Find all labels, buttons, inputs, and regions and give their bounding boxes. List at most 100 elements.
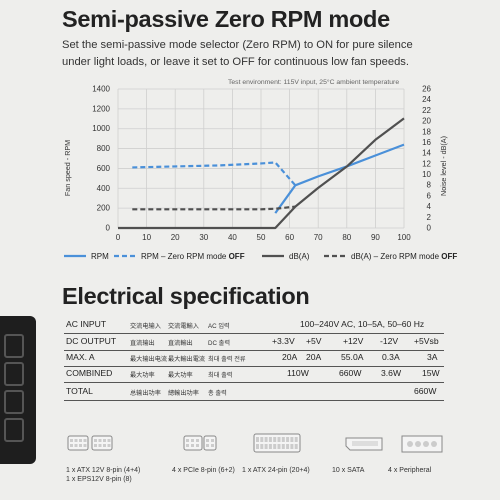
y2-tick-label: 26 [422, 85, 431, 94]
series-line [132, 161, 297, 187]
spec-label-zh-hant: 總輸出功率 [168, 390, 199, 397]
legend-item: RPM – Zero RPM mode OFF [141, 252, 245, 261]
spec-row-divider [64, 333, 444, 334]
x-tick-label: 40 [228, 233, 237, 242]
spec-label-zh-hant: 最大輸出電流 [168, 356, 206, 363]
spec-value: 3A [427, 352, 438, 362]
chart-series [118, 117, 405, 230]
spec-label-zh-hans: 交流电输入 [130, 323, 161, 330]
series-line [274, 143, 405, 214]
series-line [118, 117, 405, 230]
connector-label: 10 x SATA [332, 467, 365, 474]
x-tick-label: 80 [342, 233, 351, 242]
y-tick-label: 200 [97, 204, 111, 213]
x-tick-label: 50 [257, 233, 266, 242]
spec-value: 100–240V AC, 10–5A, 50–60 Hz [300, 319, 425, 329]
spec-row-divider [64, 350, 444, 351]
y-axis-ticks: 0 200 400 600 800 1000 1200 1400 [92, 85, 110, 233]
x-tick-label: 0 [116, 233, 121, 242]
y2-tick-label: 6 [427, 191, 432, 200]
spec-row-label: COMBINED [66, 368, 113, 378]
fan-noise-chart: Test environment: 115V input, 25°C ambie… [63, 78, 457, 261]
spec-value: 110W [287, 368, 309, 378]
y2-tick-label: 2 [427, 213, 432, 222]
legend-item: dB(A) – Zero RPM mode OFF [351, 252, 457, 261]
mode-description: Set the semi-passive mode selector (Zero… [62, 39, 413, 68]
y2-tick-label: 8 [427, 181, 432, 190]
y-tick-label: 1200 [92, 104, 110, 113]
x-tick-label: 90 [371, 233, 380, 242]
spec-value: +12V [343, 336, 364, 346]
spec-row-label: DC OUTPUT [66, 336, 117, 346]
atx-12v-connector-icon [67, 435, 113, 451]
spec-label-ko: AC 입력 [208, 323, 230, 330]
y2-tick-label: 14 [422, 149, 431, 158]
molex-connector-icon [401, 435, 443, 453]
y-tick-label: 0 [106, 224, 111, 233]
sata-connector-icon [345, 437, 383, 451]
spec-value: +5Vsb [414, 336, 439, 346]
spec-value: 660W [414, 386, 437, 396]
spec-row-label: MAX. A [66, 352, 95, 362]
spec-label-zh-hans: 最大功率 [130, 372, 155, 379]
pcie-connector-icon [183, 435, 217, 451]
y-tick-label: 400 [97, 184, 111, 193]
x-tick-label: 20 [171, 233, 180, 242]
y-tick-label: 1400 [92, 85, 110, 94]
spec-value: 20A [306, 352, 322, 362]
spec-value: 15W [422, 368, 440, 378]
spec-value: -12V [380, 336, 399, 346]
spec-value: +3.3V [272, 336, 295, 346]
y2-axis-label: Noise level - dB(A) [439, 136, 448, 196]
atx-24pin-connector-icon [253, 433, 301, 453]
spec-label-zh-hans: 总输出功率 [130, 390, 161, 397]
y2-tick-label: 12 [422, 159, 431, 168]
y2-tick-label: 10 [422, 170, 431, 179]
spec-label-zh-hans: 最大输出电流 [130, 356, 168, 363]
psu-device-image [0, 316, 36, 464]
series-line [132, 205, 296, 211]
spec-value: 55.0A [341, 352, 364, 362]
spec-value: +5V [306, 336, 322, 346]
y2-tick-label: 0 [427, 224, 432, 233]
x-axis-ticks: 0 10 20 30 40 50 60 70 80 90 100 [116, 233, 411, 242]
y2-tick-label: 22 [422, 106, 431, 115]
y2-tick-label: 20 [422, 117, 431, 126]
spec-row-divider [64, 400, 444, 401]
spec-label-zh-hant: 直流輸出 [168, 340, 193, 347]
legend-item: RPM [91, 252, 109, 261]
spec-label-zh-hant: 最大功率 [168, 372, 193, 379]
x-tick-label: 30 [199, 233, 208, 242]
x-tick-label: 60 [285, 233, 294, 242]
legend-item: dB(A) [289, 252, 310, 261]
spec-value: 20A [282, 352, 298, 362]
x-tick-label: 70 [314, 233, 323, 242]
spec-label-ko: 총 출력 [208, 390, 227, 397]
test-environment-note: Test environment: 115V input, 25°C ambie… [228, 78, 399, 86]
spec-value: 660W [339, 368, 362, 378]
y2-tick-label: 4 [427, 202, 432, 211]
spec-label-ko: 최대 출력 전류 [208, 356, 246, 363]
connector-label: 4 x Peripheral [388, 467, 432, 474]
x-tick-label: 100 [397, 233, 411, 242]
spec-row-label: TOTAL [66, 386, 93, 396]
electrical-spec-title: Electrical specification [62, 283, 310, 309]
connector-label: 4 x PCIe 8-pin (6+2) [172, 467, 235, 474]
y2-tick-label: 24 [422, 95, 431, 104]
chart-legend: RPM RPM – Zero RPM mode OFF dB(A) dB(A) – Z… [64, 252, 457, 261]
spec-label-zh-hans: 直流输出 [130, 340, 155, 347]
spec-label-ko: 최대 출력 [208, 372, 233, 379]
spec-row-label: AC INPUT [66, 319, 107, 329]
y-tick-label: 800 [97, 144, 111, 153]
y2-tick-label: 18 [422, 127, 431, 136]
page-title: Semi-passive Zero RPM mode [62, 6, 390, 32]
connector-label: 1 x ATX 24-pin (20+4) [242, 467, 310, 474]
spec-row-divider [64, 382, 444, 383]
x-tick-label: 10 [142, 233, 151, 242]
y-tick-label: 1000 [92, 124, 110, 133]
y-axis-label: Fan speed - RPM [63, 140, 72, 196]
chart-grid [117, 88, 405, 229]
y-tick-label: 600 [97, 164, 111, 173]
connector-label: 1 x ATX 12V 8-pin (4+4) 1 x EPS12V 8-pin … [66, 467, 141, 483]
